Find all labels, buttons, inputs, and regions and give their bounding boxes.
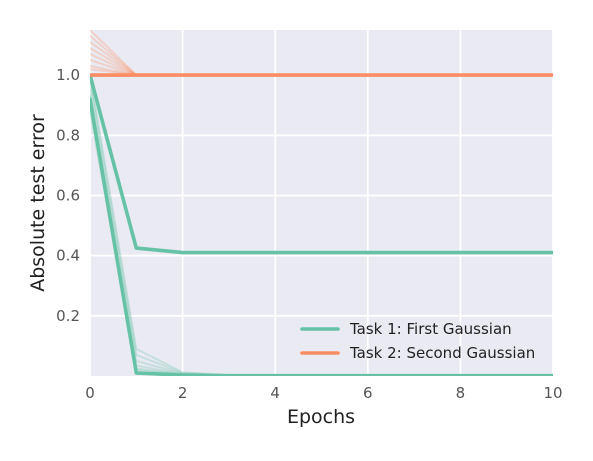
task1-series-line [90, 97, 553, 376]
legend-label: Task 1: First Gaussian [349, 320, 512, 338]
y-tick-label: 0.2 [56, 307, 80, 325]
x-tick-label: 2 [178, 384, 188, 402]
series-lines [90, 30, 553, 376]
x-tick-label: 10 [543, 384, 562, 402]
y-tick-labels: 0.2 0.4 0.6 0.8 1.0 [56, 66, 80, 325]
plot-background [90, 30, 553, 376]
task1-series-line [90, 73, 553, 255]
legend-label: Task 2: Second Gaussian [349, 344, 535, 362]
y-axis-label: Absolute test error [27, 114, 49, 292]
y-tick-label: 0.8 [56, 126, 80, 144]
x-tick-label: 6 [363, 384, 373, 402]
y-tick-label: 0.4 [56, 247, 80, 265]
x-tick-label: 4 [270, 384, 280, 402]
x-axis-label: Epochs [287, 406, 355, 428]
x-tick-labels: 0 2 4 6 8 10 [85, 384, 562, 402]
y-tick-label: 1.0 [56, 66, 80, 84]
x-tick-label: 0 [85, 384, 95, 402]
y-tick-label: 0.6 [56, 186, 80, 204]
x-tick-label: 8 [456, 384, 466, 402]
legend: Task 1: First Gaussian Task 2: Second Gau… [300, 320, 535, 362]
